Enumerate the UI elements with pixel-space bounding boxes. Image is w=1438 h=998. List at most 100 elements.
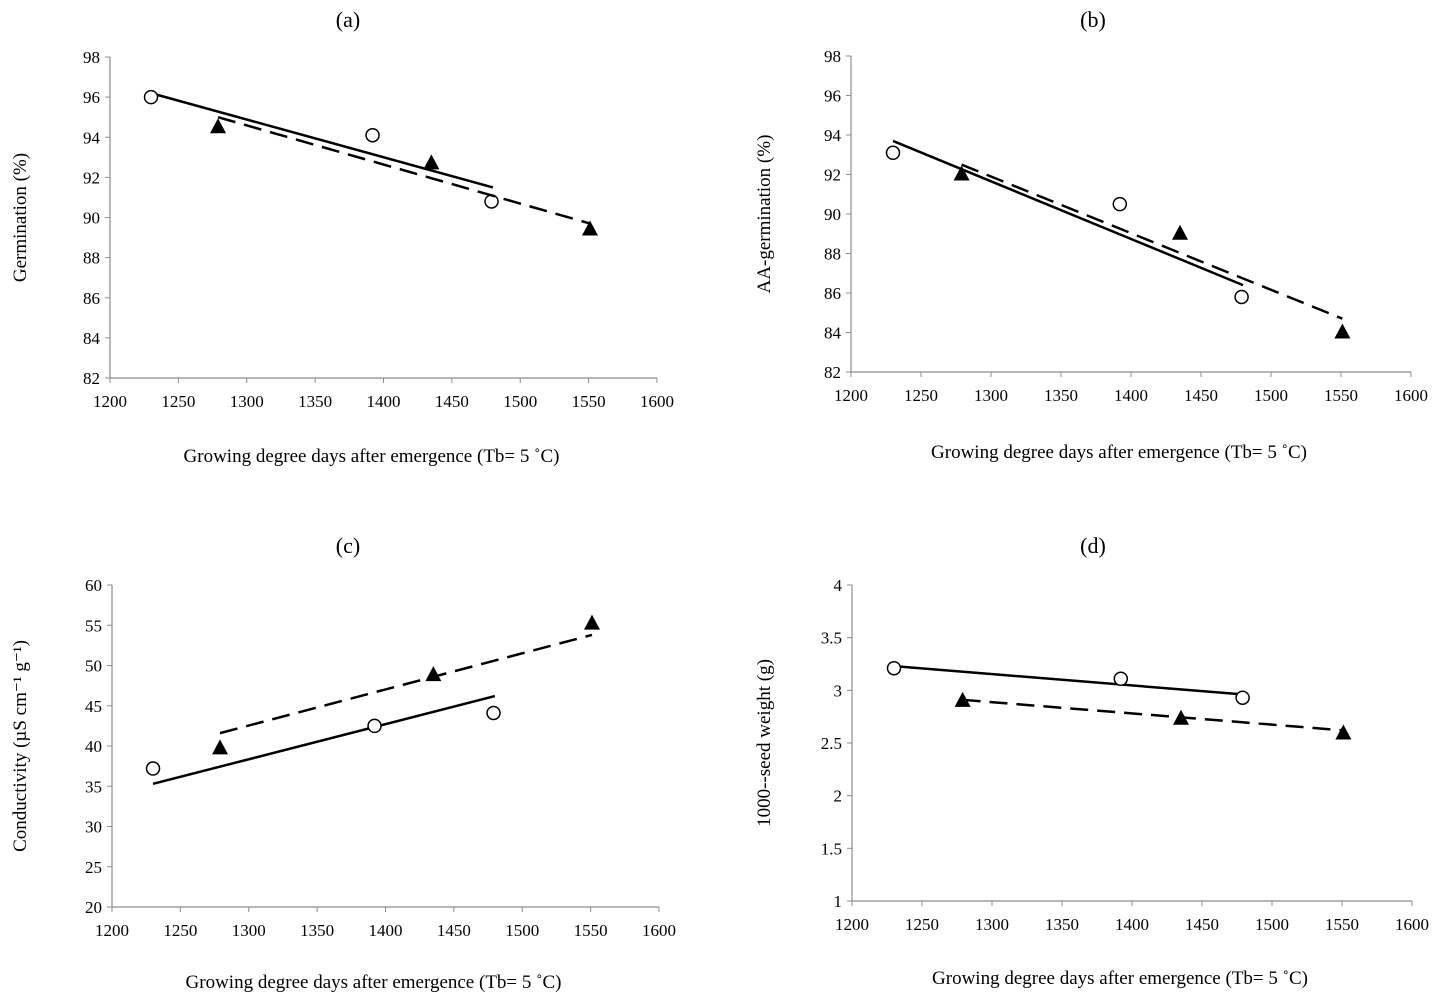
data-point-circle (1112, 196, 1128, 212)
data-point-triangle (583, 614, 600, 630)
trend-line-solid (152, 694, 496, 786)
series-1 (886, 660, 1250, 705)
y-tick-label: 82 (824, 363, 841, 382)
x-tick-label: 1300 (230, 392, 264, 411)
y-tick-label: 30 (85, 818, 102, 837)
trend-line-dashed (961, 163, 1343, 320)
x-tick-label: 1550 (1325, 915, 1359, 934)
panel-label: (b) (1080, 7, 1106, 32)
trend-line-dashed (219, 633, 593, 735)
y-tick-label: 86 (83, 289, 100, 308)
data-point-circle (367, 718, 382, 734)
data-point-circle (145, 761, 161, 776)
data-point-triangle (1173, 709, 1189, 725)
series-2 (953, 163, 1351, 339)
panel-a: (a) 82 84 86 88 90 92 94 96 98 1200 1250 1300 1350 140… (10, 7, 674, 467)
panel-label: (a) (336, 7, 360, 32)
y-tick-label: 2.5 (821, 734, 842, 753)
y-tick-label: 1.5 (821, 839, 842, 858)
x-tick-label: 1350 (298, 392, 332, 411)
x-tick-label: 1300 (974, 386, 1008, 405)
x-tick-label: 1500 (505, 921, 539, 940)
trend-line-solid (892, 139, 1244, 287)
x-tick-label: 1600 (1395, 915, 1429, 934)
y-axis-title: 1000--seed weight (g) (754, 659, 775, 827)
x-tick-label: 1200 (834, 386, 868, 405)
x-tick-label: 1400 (1114, 386, 1148, 405)
y-tick-label: 96 (824, 87, 841, 106)
x-tick-label: 1600 (1394, 386, 1428, 405)
x-tick-label: 1350 (300, 921, 334, 940)
data-point-circle (1235, 690, 1250, 705)
y-tick-label: 4 (834, 576, 843, 595)
y-tick-label: 86 (824, 284, 841, 303)
y-tick-label: 98 (824, 47, 841, 66)
data-point-circle (1113, 671, 1129, 686)
data-point-circle (1234, 289, 1249, 305)
x-tick-label: 1450 (435, 392, 469, 411)
panel-label: (c) (336, 533, 360, 558)
trend-line-solid (150, 91, 494, 189)
series-1 (143, 89, 499, 209)
x-tick-label: 1550 (572, 392, 606, 411)
y-tick-label: 94 (824, 126, 842, 145)
y-tick-label: 45 (85, 697, 102, 716)
x-tick-label: 1200 (93, 392, 127, 411)
data-point-triangle (212, 739, 229, 755)
y-axis-title: Germination (%) (10, 153, 31, 282)
data-point-circle (143, 89, 159, 105)
x-tick-label: 1200 (95, 921, 129, 940)
x-tick-label: 1550 (574, 921, 608, 940)
x-tick-label: 1550 (1324, 386, 1358, 405)
y-tick-label: 92 (83, 168, 100, 187)
series-2 (212, 614, 600, 755)
y-tick-label: 3.5 (821, 629, 842, 648)
series-1 (885, 139, 1249, 305)
y-tick-label: 84 (83, 329, 101, 348)
x-tick-label: 1600 (640, 392, 674, 411)
y-tick-label: 1 (834, 892, 843, 911)
data-point-triangle (1334, 323, 1351, 339)
x-tick-label: 1400 (367, 392, 401, 411)
y-tick-label: 90 (824, 205, 841, 224)
panel-b: (b) 82 84 86 88 90 92 94 96 98 1200 1250 1300 1350 140… (754, 7, 1428, 463)
trend-line-dashed (962, 698, 1344, 732)
y-tick-label: 98 (83, 48, 100, 67)
x-tick-label: 1450 (1185, 915, 1219, 934)
x-tick-label: 1200 (835, 915, 869, 934)
y-tick-label: 90 (83, 209, 100, 228)
x-axis-title: Growing degree days after emergence (Tb=… (186, 972, 562, 993)
panel-label: (d) (1080, 533, 1106, 558)
data-point-triangle (423, 154, 440, 170)
data-point-circle (365, 127, 380, 143)
data-point-triangle (581, 220, 598, 236)
trend-line-solid (893, 664, 1245, 696)
x-tick-label: 1500 (1254, 386, 1288, 405)
y-axis-title: Conductivity (µS cm⁻¹ g⁻¹) (10, 640, 31, 852)
x-tick-label: 1300 (975, 915, 1009, 934)
data-point-circle (885, 145, 901, 161)
x-tick-label: 1400 (1115, 915, 1149, 934)
y-tick-label: 55 (85, 616, 102, 635)
panel-d: (d) 1 1.5 2 2.5 3 3.5 4 1200 1250 1300 1350 1400 1450… (754, 533, 1429, 989)
x-tick-label: 1400 (369, 921, 403, 940)
data-point-triangle (953, 165, 970, 181)
y-axis-title: AA-germination (%) (754, 135, 775, 294)
y-tick-label: 84 (824, 324, 842, 343)
data-point-triangle (210, 118, 227, 134)
data-point-circle (484, 194, 499, 209)
y-tick-label: 2 (834, 787, 843, 806)
y-tick-label: 60 (85, 576, 102, 595)
x-tick-label: 1300 (232, 921, 266, 940)
data-point-circle (886, 660, 902, 676)
x-tick-label: 1500 (1255, 915, 1289, 934)
y-tick-label: 40 (85, 737, 102, 756)
y-tick-label: 96 (83, 88, 100, 107)
series-1 (145, 694, 501, 786)
x-axis-title: Growing degree days after emergence (Tb=… (931, 442, 1307, 463)
trend-line-dashed (217, 115, 591, 225)
y-tick-label: 3 (834, 681, 843, 700)
y-tick-label: 94 (83, 128, 101, 147)
x-tick-label: 1450 (1184, 386, 1218, 405)
x-tick-label: 1250 (161, 392, 195, 411)
